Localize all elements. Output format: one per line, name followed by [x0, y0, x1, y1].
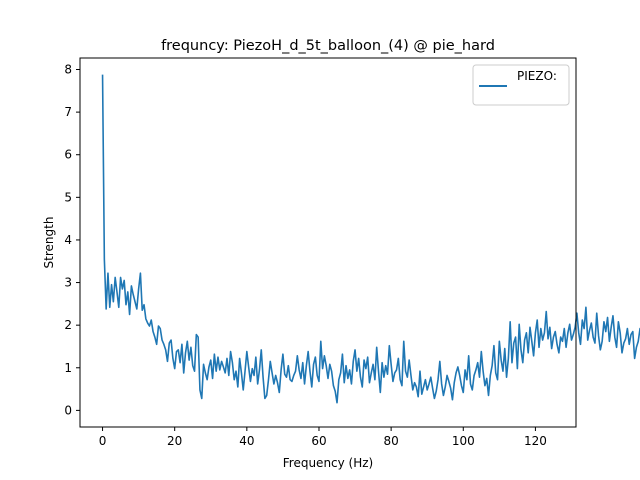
- y-tick-label: 3: [64, 276, 72, 290]
- y-tick-label: 1: [64, 361, 72, 375]
- x-axis: 0 20 40 60 80 100 120: [99, 427, 547, 448]
- y-tick-label: 4: [64, 233, 72, 247]
- legend-box: [472, 64, 570, 106]
- y-tick-label: 0: [64, 403, 72, 417]
- y-tick-label: 8: [64, 63, 72, 77]
- y-axis-label: Strength: [42, 217, 56, 269]
- x-tick-label: 0: [99, 434, 107, 448]
- chart-title: frequncy: PiezoH_d_5t_balloon_(4) @ pie_…: [161, 38, 495, 54]
- x-tick-label: 120: [524, 434, 547, 448]
- legend-label: PIEZO:: [517, 69, 557, 83]
- y-tick-label: 6: [64, 148, 72, 162]
- axes-frame: [79, 57, 577, 428]
- x-tick-label: 100: [452, 434, 475, 448]
- x-tick-label: 80: [383, 434, 398, 448]
- x-tick-label: 40: [239, 434, 254, 448]
- plot-area: [101, 74, 640, 404]
- y-tick-label: 2: [64, 318, 72, 332]
- x-tick-label: 20: [167, 434, 182, 448]
- y-axis: 0 1 2 3 4 5 6 7 8: [64, 63, 80, 417]
- series-line-0: [101, 74, 640, 404]
- x-tick-label: 60: [311, 434, 326, 448]
- y-tick-label: 7: [64, 105, 72, 119]
- y-tick-label: 5: [64, 190, 72, 204]
- legend: PIEZO:: [472, 64, 570, 106]
- x-axis-label: Frequency (Hz): [283, 456, 374, 470]
